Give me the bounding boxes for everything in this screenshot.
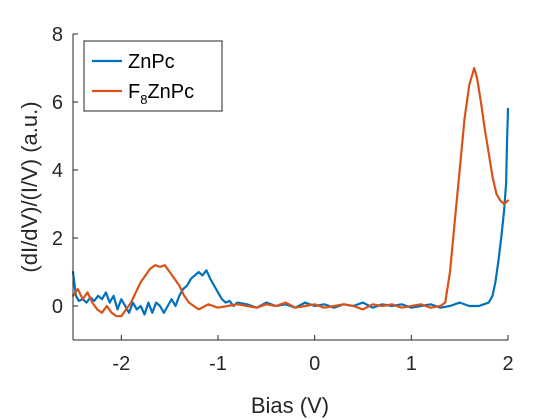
y-axis-label: (dI/dV)/(I/V) (a.u.)	[17, 101, 42, 272]
series-layer	[71, 66, 510, 318]
x-tick-label: 2	[502, 353, 513, 375]
y-ticks: 0 2 4 6 8	[52, 24, 78, 318]
y-tick-label: 6	[52, 92, 63, 114]
legend-label-znpc: ZnPc	[128, 51, 175, 73]
series-line-znpc	[71, 107, 510, 316]
legend-label-base: F	[128, 81, 140, 103]
y-tick-label: 2	[52, 228, 63, 250]
legend-label-tail: ZnPc	[147, 81, 194, 103]
x-tick-label: 1	[406, 353, 417, 375]
x-tick-label: -1	[209, 353, 227, 375]
series-line-f8znpc	[71, 66, 510, 318]
x-ticks: -2 -1 0 1 2	[112, 335, 514, 375]
legend-box	[83, 40, 223, 112]
legend-label-base: ZnPc	[128, 51, 175, 73]
y-tick-label: 0	[52, 296, 63, 318]
legend-label-f8znpc: F8ZnPc	[128, 81, 194, 107]
y-tick-label: 4	[52, 160, 63, 182]
x-axis-label: Bias (V)	[251, 393, 329, 418]
y-tick-label: 8	[52, 24, 63, 46]
legend-label-subscript: 8	[140, 92, 147, 107]
x-tick-label: -2	[112, 353, 130, 375]
x-tick-label: 0	[309, 353, 320, 375]
